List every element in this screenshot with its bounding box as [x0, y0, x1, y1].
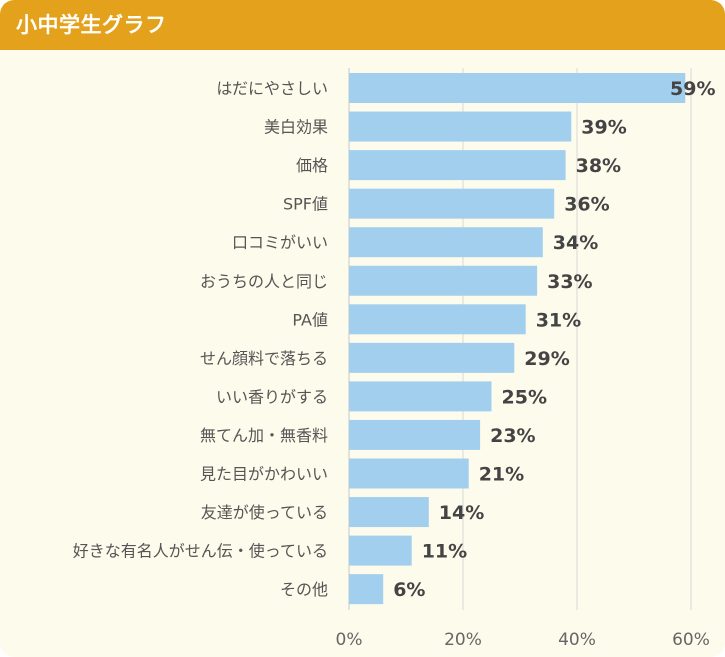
bar	[349, 419, 481, 450]
bar	[349, 150, 566, 181]
bar	[349, 381, 492, 412]
category-label: いい香りがする	[216, 387, 328, 406]
value-label: 11%	[422, 541, 467, 563]
value-label: 34%	[553, 232, 598, 254]
x-tick-label: 40%	[558, 630, 596, 650]
category-label: おうちの人と同じ	[200, 272, 328, 291]
category-label: 口コミがいい	[232, 233, 328, 252]
value-label: 21%	[479, 464, 524, 486]
category-label: PA値	[292, 310, 328, 329]
category-label: はだにやさしい	[216, 79, 328, 98]
value-label: 59%	[670, 78, 715, 100]
bar	[349, 227, 543, 258]
category-label: せん顔料で落ちる	[200, 349, 328, 368]
bar	[349, 265, 538, 296]
bar	[349, 458, 469, 489]
value-label: 6%	[393, 579, 425, 601]
bar	[349, 188, 555, 219]
bar	[349, 342, 515, 373]
category-label: 見た目がかわいい	[200, 465, 328, 484]
value-label: 31%	[536, 309, 581, 331]
value-label: 39%	[581, 117, 626, 139]
value-label: 14%	[439, 502, 484, 524]
chart-header: 小中学生グラフ	[0, 0, 725, 50]
value-label: 25%	[502, 386, 547, 408]
value-label: 29%	[524, 348, 569, 370]
x-tick-label: 20%	[444, 630, 482, 650]
category-label: 美白効果	[264, 118, 328, 137]
category-label: 好きな有名人がせん伝・使っている	[73, 542, 328, 561]
category-label: 無てん加・無香料	[200, 426, 328, 445]
bar	[349, 574, 384, 605]
value-label: 33%	[547, 271, 592, 293]
category-label: 友達が使っている	[201, 503, 328, 522]
chart-title: 小中学生グラフ	[16, 13, 167, 37]
bar	[349, 535, 412, 566]
x-tick-label: 0%	[336, 630, 363, 650]
bar	[349, 304, 526, 335]
value-label: 23%	[490, 425, 535, 447]
category-label: その他	[280, 580, 328, 599]
value-label: 36%	[564, 194, 609, 216]
category-label: SPF値	[283, 195, 328, 214]
category-label: 価格	[296, 156, 328, 175]
x-tick-label: 60%	[672, 630, 710, 650]
bar	[349, 111, 572, 142]
bar	[349, 73, 686, 103]
bar	[349, 497, 429, 528]
value-label: 38%	[576, 155, 621, 177]
